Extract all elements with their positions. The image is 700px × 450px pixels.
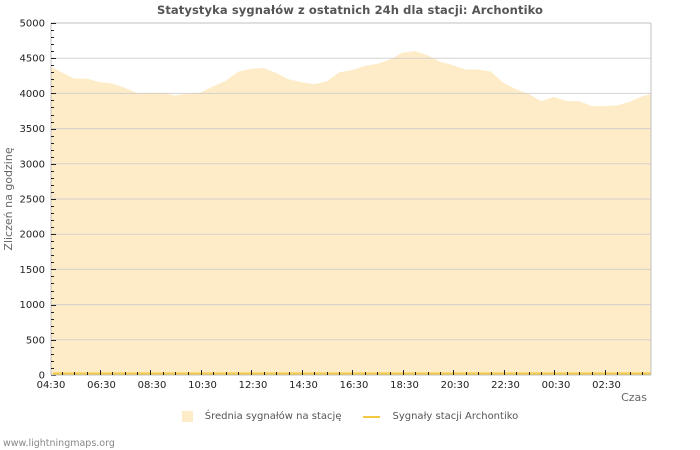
y-tick-label: 1000 (20, 300, 45, 311)
y-tick-label: 5000 (20, 19, 45, 30)
site-footer-link[interactable]: www.lightningmaps.org (3, 438, 115, 449)
x-tick-label: 00:30 (542, 380, 571, 391)
legend-label-average: Średnia sygnałów na stację (204, 411, 342, 422)
x-tick-label: 22:30 (491, 380, 520, 391)
x-axis: 04:30 06:30 08:30 10:30 12:30 14:30 16:30 18:30… (37, 370, 651, 391)
y-axis: 0 500 1000 1500 2000 2500 3000 3500 4000 4500 5000 (20, 19, 652, 382)
legend-item-station[interactable]: Sygnały stacji Archontiko (363, 411, 518, 422)
legend-item-average[interactable]: Średnia sygnałów na stację (181, 411, 342, 422)
chart-title: Statystyka sygnałów z ostatnich 24h dla … (156, 3, 544, 17)
y-tick-label: 3000 (20, 159, 45, 170)
y-tick-label: 2000 (20, 230, 45, 241)
x-tick-label: 10:30 (188, 380, 217, 391)
y-tick-label: 500 (26, 335, 45, 346)
y-tick-label: 4000 (20, 89, 45, 100)
average-signals-area (51, 51, 651, 375)
area-swatch-icon (181, 411, 193, 422)
plot-area (51, 22, 651, 375)
y-tick-label: 0 (39, 371, 45, 382)
y-axis-title: Zliczeń na godzinę (2, 147, 15, 250)
x-tick-label: 12:30 (239, 380, 268, 391)
y-tick-label: 1500 (20, 265, 45, 276)
x-tick-label: 16:30 (340, 380, 369, 391)
y-tick-label: 3500 (20, 124, 45, 135)
x-tick-label: 02:30 (592, 380, 621, 391)
x-axis-title: Czas (621, 391, 647, 404)
x-tick-label: 06:30 (87, 380, 116, 391)
x-tick-label: 14:30 (289, 380, 318, 391)
x-tick-label: 18:30 (390, 380, 419, 391)
x-tick-label: 04:30 (37, 380, 66, 391)
x-tick-label: 20:30 (441, 380, 470, 391)
line-swatch-icon (363, 415, 381, 418)
chart-legend: Średnia sygnałów na stację Sygnały stacj… (0, 411, 700, 422)
y-tick-label: 2500 (20, 195, 45, 206)
legend-label-station: Sygnały stacji Archontiko (392, 411, 519, 422)
x-tick-label: 08:30 (138, 380, 167, 391)
y-tick-label: 4500 (20, 54, 45, 65)
